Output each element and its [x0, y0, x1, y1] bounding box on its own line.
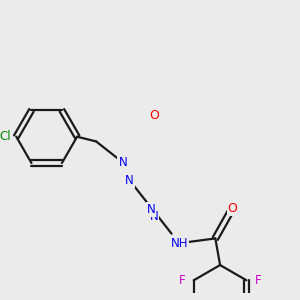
Text: O: O: [149, 109, 159, 122]
Text: O: O: [227, 202, 237, 214]
Text: N: N: [118, 156, 127, 169]
Text: F: F: [179, 274, 186, 287]
Text: N: N: [147, 203, 155, 216]
Text: N: N: [125, 174, 134, 187]
Text: N: N: [150, 210, 158, 223]
Text: Cl: Cl: [0, 130, 11, 143]
Text: NH: NH: [170, 237, 188, 250]
Text: F: F: [254, 274, 261, 287]
